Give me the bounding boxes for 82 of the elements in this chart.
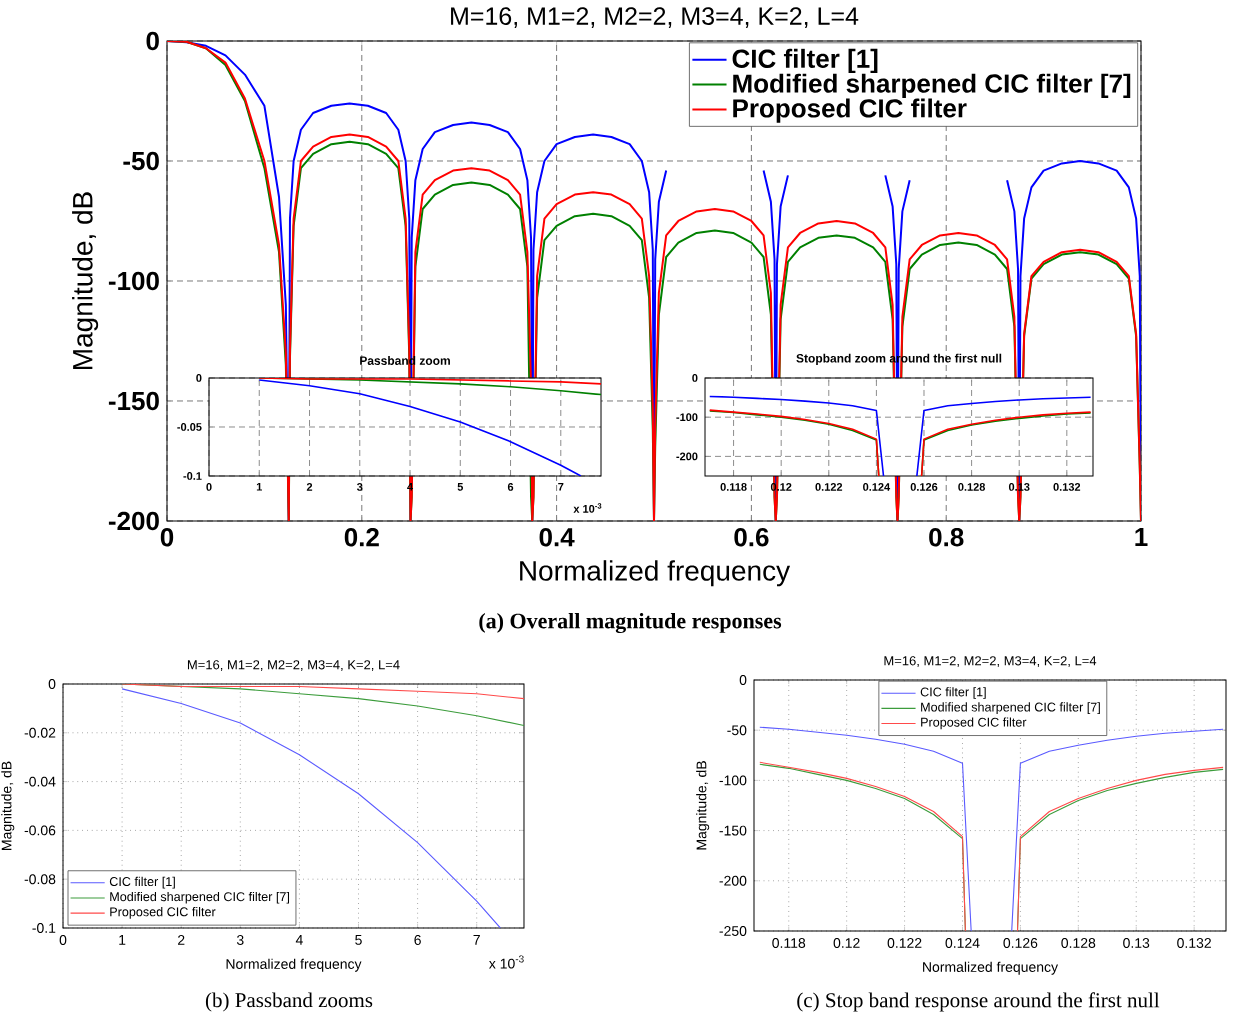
y-tick-label: -200 bbox=[108, 511, 159, 531]
x-tick-label: 5 bbox=[457, 483, 464, 491]
y-tick-label: -50 bbox=[727, 725, 747, 736]
y-tick-label: 0 bbox=[196, 374, 202, 382]
legend-label: Proposed CIC filter bbox=[733, 98, 967, 123]
y-tick-label: -0.02 bbox=[24, 727, 56, 738]
x-tick-label: 3 bbox=[236, 935, 244, 945]
text: x 10$^{-3}$ bbox=[488, 955, 524, 969]
x-tick-label: 6 bbox=[414, 935, 421, 945]
x-tick-label: 0.124 bbox=[863, 483, 891, 491]
y-tick-label: -0.1 bbox=[183, 472, 202, 480]
legend-label: Modified sharpened CIC filter [7] bbox=[921, 702, 1100, 714]
y-tick-label: -100 bbox=[108, 271, 159, 291]
x-tick-label: 0.118 bbox=[720, 483, 747, 491]
legend-label: Proposed CIC filter bbox=[921, 717, 1027, 730]
x-tick-label: 0.128 bbox=[958, 483, 986, 491]
y-tick-label: -0.08 bbox=[24, 874, 56, 885]
x-tick-label: 4 bbox=[295, 935, 303, 945]
x-tick-label: 0.132 bbox=[1177, 938, 1211, 948]
x-tick-label: 0.12 bbox=[833, 938, 860, 948]
x-tick-label: 6 bbox=[507, 483, 514, 491]
x-axis-title: Normalized frequency bbox=[520, 560, 791, 587]
x-tick-label: 0.128 bbox=[1061, 938, 1096, 948]
y-tick-label: -0.06 bbox=[24, 825, 56, 836]
y-axis-title: Magnitude, dB bbox=[72, 192, 99, 369]
x-tick-label: 0.6 bbox=[734, 528, 769, 547]
legend-label: Proposed CIC filter bbox=[110, 907, 216, 919]
y-tick-label: -100 bbox=[676, 413, 698, 422]
y-tick-label: -50 bbox=[123, 151, 159, 171]
legend-label: Modified sharpened CIC filter [7] bbox=[110, 891, 290, 904]
x-tick-label: 7 bbox=[558, 483, 564, 491]
y-tick-label: -150 bbox=[719, 825, 747, 836]
x-tick-label: 0.118 bbox=[772, 938, 806, 948]
x-tick-label: 1 bbox=[119, 935, 126, 945]
x-tick-label: 3 bbox=[356, 483, 363, 491]
y-tick-label: -0.04 bbox=[24, 776, 56, 787]
x-tick-label: 0.124 bbox=[945, 938, 980, 948]
y-axis-title: Magnitude, dB bbox=[696, 761, 710, 850]
x-tick-label: 2 bbox=[178, 935, 185, 945]
legend-label: Modified sharpened CIC filter [7] bbox=[733, 73, 1131, 98]
chart-title: M=16, M1=2, M2=2, M3=4, K=2, L=4 bbox=[187, 660, 400, 671]
x-tick-label: 0.126 bbox=[910, 483, 938, 491]
legend-label: CIC filter [1] bbox=[109, 876, 175, 889]
y-tick-label: 0 bbox=[146, 31, 159, 51]
legend-label: CIC filter [1] bbox=[732, 48, 878, 74]
x-tick-label: 5 bbox=[355, 935, 362, 945]
y-tick-label: 0 bbox=[739, 675, 747, 685]
line-series bbox=[258, 379, 582, 476]
text: (c) Stop band response around the first null bbox=[797, 992, 1160, 1012]
y-tick-label: -200 bbox=[676, 452, 698, 461]
x-tick-label: 1 bbox=[256, 483, 263, 491]
x-tick-label: 0 bbox=[59, 935, 67, 945]
x-tick-label: 0.132 bbox=[1053, 483, 1081, 491]
text: (b) Passband zooms bbox=[205, 992, 373, 1012]
y-tick-label: -250 bbox=[719, 926, 747, 936]
x-tick-label: 0.13 bbox=[1123, 938, 1150, 948]
y-tick-label: -150 bbox=[108, 391, 159, 411]
y-tick-label: -0.1 bbox=[32, 923, 56, 933]
annotation: x 10$^{-3}$ bbox=[573, 503, 602, 513]
x-tick-label: 0 bbox=[206, 483, 212, 491]
y-tick-label: 0 bbox=[48, 679, 56, 689]
x-axis-title: Normalized frequency bbox=[923, 961, 1059, 975]
chart-title: M=16, M1=2, M2=2, M3=4, K=2, L=4 bbox=[884, 656, 1097, 667]
y-tick-label: -200 bbox=[719, 875, 747, 886]
chart-title: M=16, M1=2, M2=2, M3=4, K=2, L=4 bbox=[451, 7, 859, 28]
x-tick-label: 7 bbox=[473, 935, 480, 945]
x-tick-label: 0.122 bbox=[887, 938, 922, 948]
x-tick-label: 0.8 bbox=[929, 528, 964, 547]
x-tick-label: 0.126 bbox=[1003, 938, 1038, 948]
x-tick-label: 0.4 bbox=[539, 528, 575, 547]
y-axis-title: Magnitude, dB bbox=[1, 761, 15, 850]
x-tick-label: 2 bbox=[306, 483, 313, 491]
y-tick-label: -100 bbox=[719, 775, 747, 786]
text: (a) Overall magnitude responses bbox=[479, 612, 782, 634]
x-axis-title: Normalized frequency bbox=[226, 958, 362, 972]
x-tick-label: 0.122 bbox=[815, 483, 843, 491]
x-tick-label: 0.2 bbox=[344, 528, 379, 547]
y-tick-label: 0 bbox=[692, 374, 698, 382]
legend-label: CIC filter [1] bbox=[920, 687, 986, 699]
x-tick-label: 1 bbox=[1135, 528, 1148, 546]
y-tick-label: -0.05 bbox=[177, 423, 202, 431]
x-tick-label: 0 bbox=[160, 528, 174, 547]
